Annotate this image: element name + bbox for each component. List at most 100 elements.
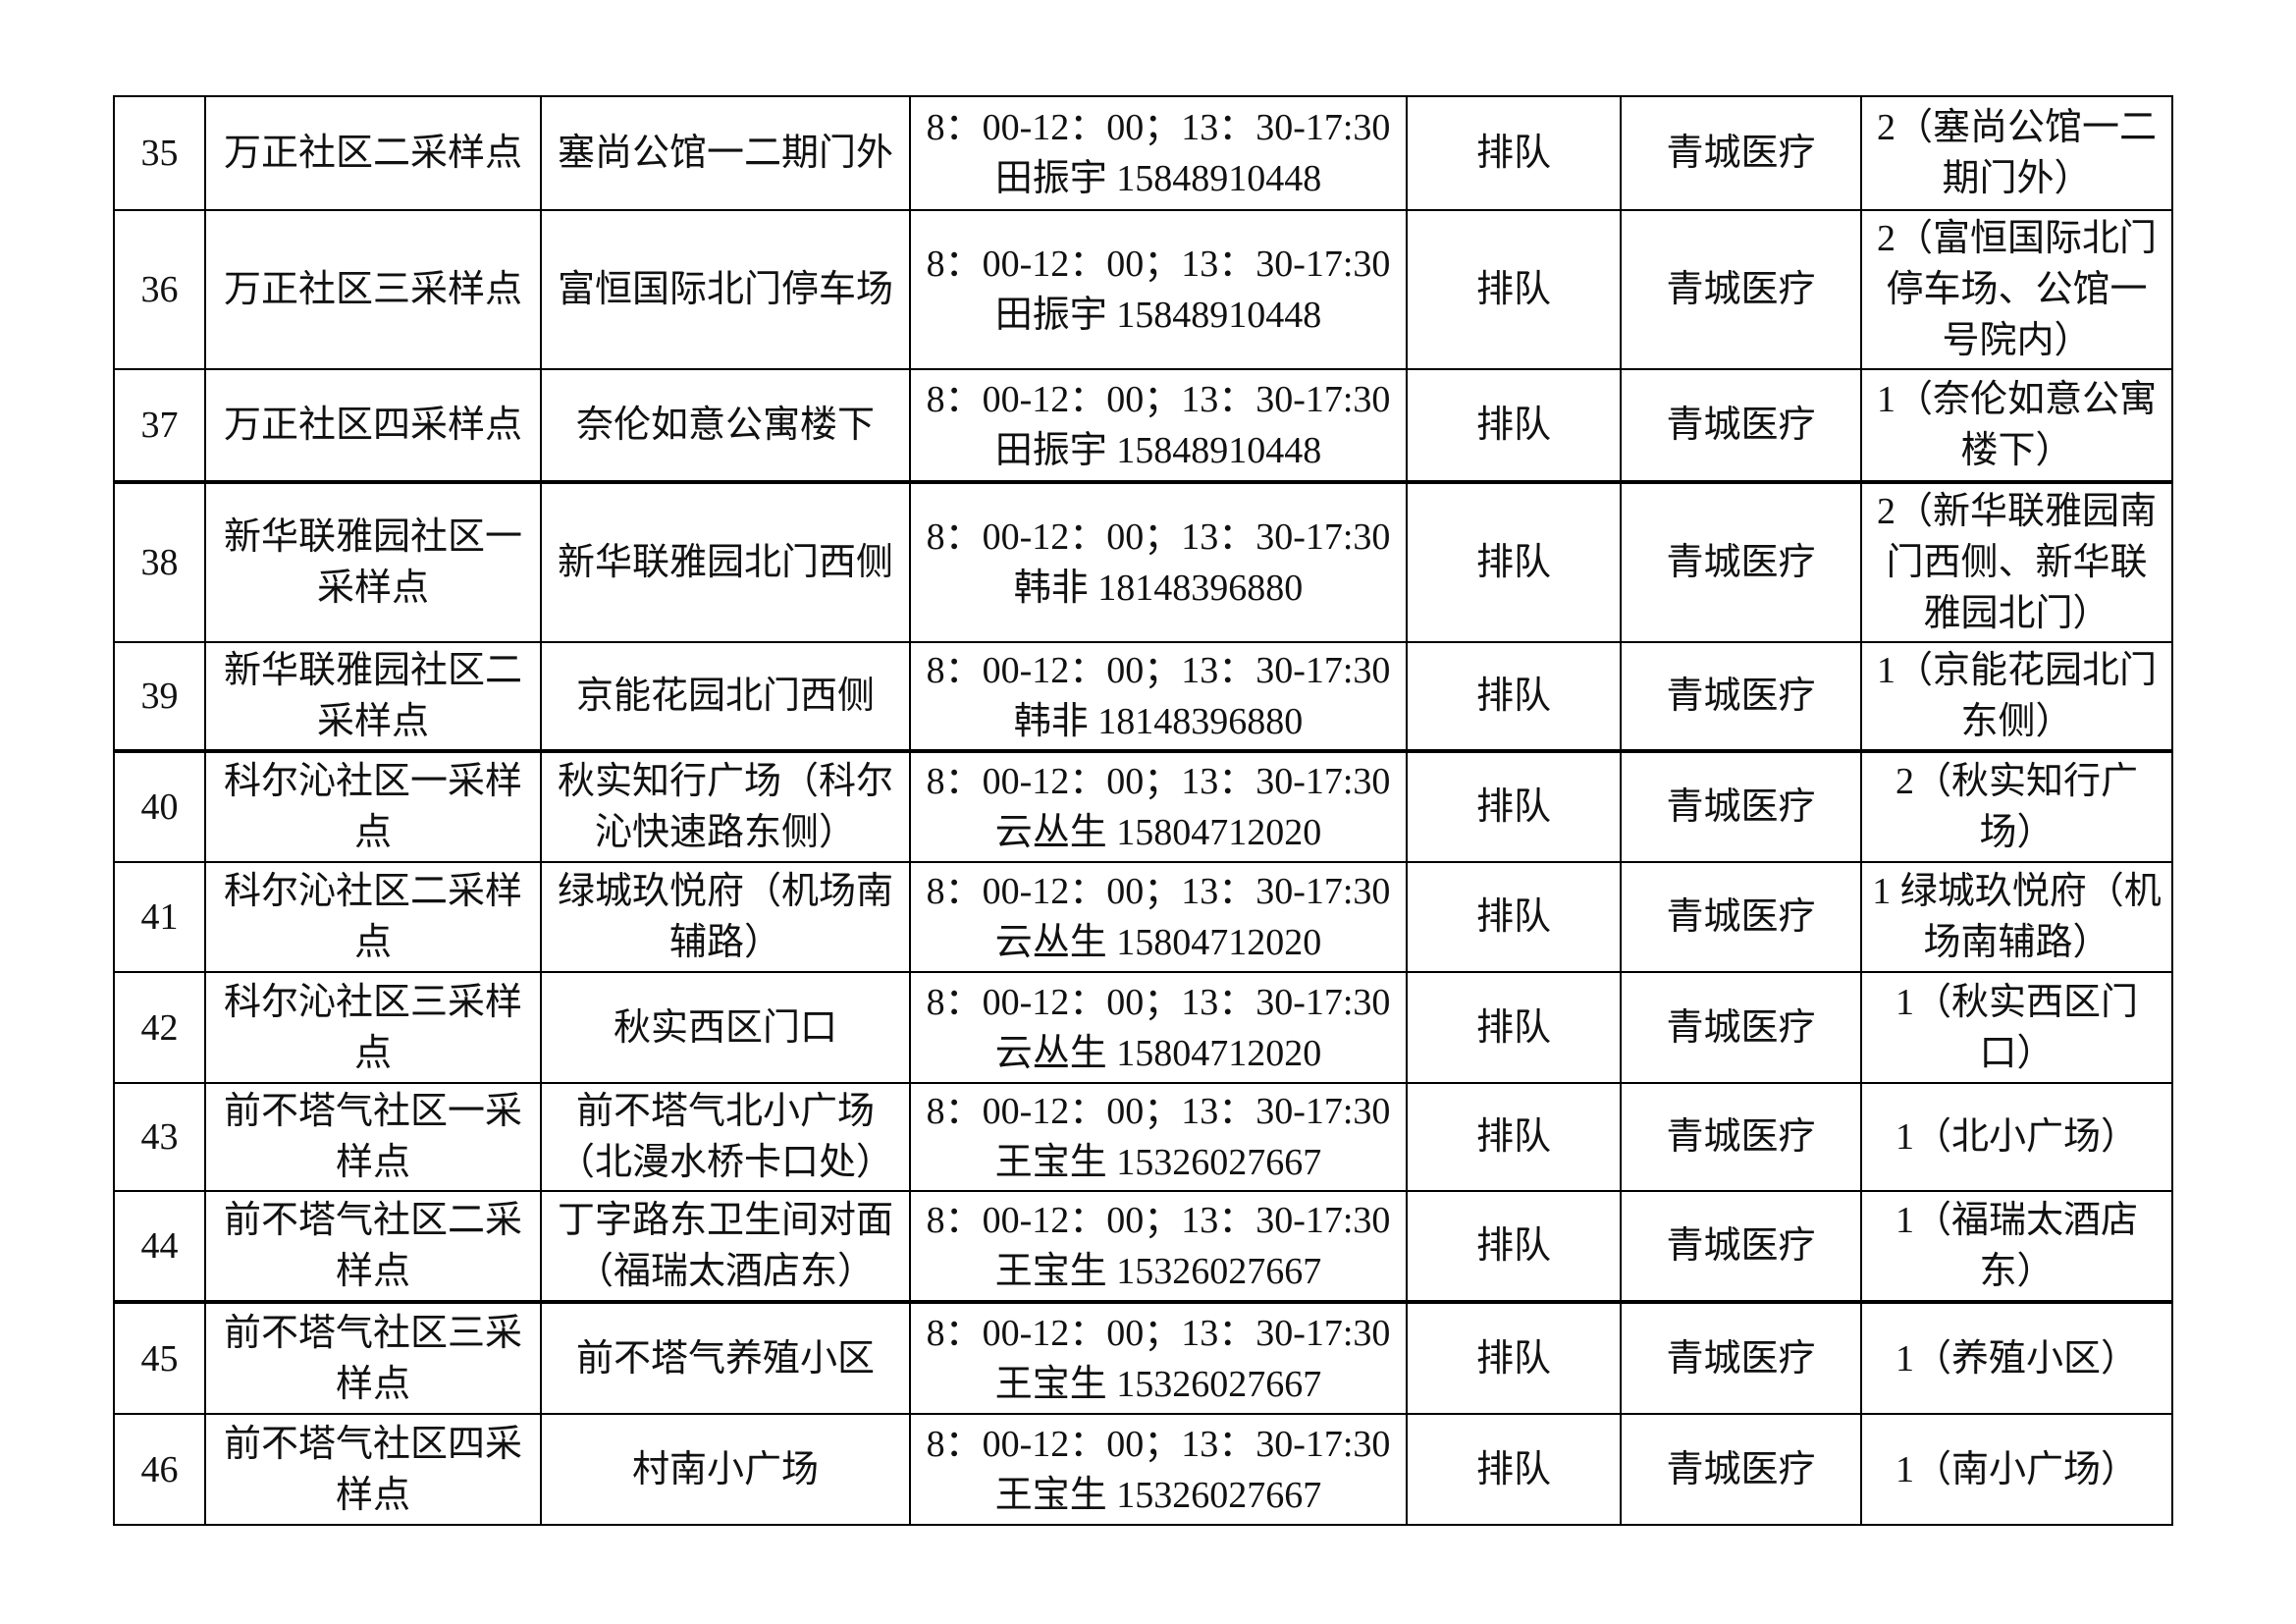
cell-medical-org: 青城医疗 <box>1620 368 1862 484</box>
table-row: 44 前不塔气社区二采样点 丁字路东卫生间对面（福瑞太酒店东） 8：00-12：… <box>113 1190 2173 1304</box>
cell-serial-number: 44 <box>113 1190 206 1304</box>
cell-time-and-contact: 8：00-12：00；13：30-17:30 韩非 18148396880 <box>909 641 1408 753</box>
cell-serial-number: 39 <box>113 641 206 753</box>
cell-sampling-site-name: 万正社区二采样点 <box>204 95 542 211</box>
contact-person-phone-text: 云丛生 15804712020 <box>994 922 1322 963</box>
cell-booth-count: 1 绿城玖悦府（机场南辅路） <box>1860 861 2173 973</box>
contact-person-phone-text: 田振宇 15848910448 <box>994 430 1322 471</box>
cell-sampling-site-name: 前不塔气社区四采样点 <box>204 1413 542 1526</box>
table-row: 42 科尔沁社区三采样点 秋实西区门口 8：00-12：00；13：30-17:… <box>113 971 2173 1084</box>
cell-medical-org: 青城医疗 <box>1620 971 1862 1084</box>
cell-queue-method: 排队 <box>1406 1082 1622 1192</box>
service-time-text: 8：00-12：00；13：30-17:30 <box>926 1312 1391 1354</box>
cell-sampling-site-name: 万正社区三采样点 <box>204 209 542 370</box>
cell-time-and-contact: 8：00-12：00；13：30-17:30 王宝生 15326027667 <box>909 1301 1408 1415</box>
cell-sampling-site-name: 科尔沁社区三采样点 <box>204 971 542 1084</box>
cell-queue-method: 排队 <box>1406 481 1622 643</box>
cell-time-and-contact: 8：00-12：00；13：30-17:30 云丛生 15804712020 <box>909 750 1408 863</box>
contact-person-phone-text: 云丛生 15804712020 <box>994 1032 1322 1074</box>
cell-queue-method: 排队 <box>1406 971 1622 1084</box>
service-time-text: 8：00-12：00；13：30-17:30 <box>926 1423 1391 1465</box>
cell-booth-count: 1（秋实西区门口） <box>1860 971 2173 1084</box>
table-row: 37 万正社区四采样点 奈伦如意公寓楼下 8：00-12：00；13：30-17… <box>113 368 2173 484</box>
cell-booth-count: 2（塞尚公馆一二期门外） <box>1860 95 2173 211</box>
cell-booth-count: 2（新华联雅园南门西侧、新华联雅园北门） <box>1860 481 2173 643</box>
cell-serial-number: 37 <box>113 368 206 484</box>
service-time-text: 8：00-12：00；13：30-17:30 <box>926 244 1391 285</box>
cell-booth-count: 1（京能花园北门东侧） <box>1860 641 2173 753</box>
cell-sampling-site-name: 前不塔气社区二采样点 <box>204 1190 542 1304</box>
cell-queue-method: 排队 <box>1406 750 1622 863</box>
cell-site-location: 奈伦如意公寓楼下 <box>540 368 911 484</box>
cell-serial-number: 36 <box>113 209 206 370</box>
cell-sampling-site-name: 科尔沁社区二采样点 <box>204 861 542 973</box>
cell-site-location: 富恒国际北门停车场 <box>540 209 911 370</box>
cell-site-location: 秋实知行广场（科尔沁快速路东侧） <box>540 750 911 863</box>
table-row: 36 万正社区三采样点 富恒国际北门停车场 8：00-12：00；13：30-1… <box>113 209 2173 370</box>
cell-queue-method: 排队 <box>1406 1190 1622 1304</box>
cell-medical-org: 青城医疗 <box>1620 1082 1862 1192</box>
cell-serial-number: 46 <box>113 1413 206 1526</box>
cell-serial-number: 40 <box>113 750 206 863</box>
contact-person-phone-text: 云丛生 15804712020 <box>994 812 1322 853</box>
cell-time-and-contact: 8：00-12：00；13：30-17:30 王宝生 15326027667 <box>909 1190 1408 1304</box>
cell-sampling-site-name: 新华联雅园社区二采样点 <box>204 641 542 753</box>
cell-site-location: 前不塔气北小广场（北漫水桥卡口处） <box>540 1082 911 1192</box>
cell-sampling-site-name: 万正社区四采样点 <box>204 368 542 484</box>
cell-medical-org: 青城医疗 <box>1620 1413 1862 1526</box>
cell-booth-count: 1（南小广场） <box>1860 1413 2173 1526</box>
cell-queue-method: 排队 <box>1406 641 1622 753</box>
cell-queue-method: 排队 <box>1406 1301 1622 1415</box>
cell-queue-method: 排队 <box>1406 861 1622 973</box>
cell-queue-method: 排队 <box>1406 1413 1622 1526</box>
cell-serial-number: 38 <box>113 481 206 643</box>
cell-sampling-site-name: 科尔沁社区一采样点 <box>204 750 542 863</box>
contact-person-phone-text: 王宝生 15326027667 <box>994 1142 1322 1183</box>
contact-person-phone-text: 王宝生 15326027667 <box>994 1474 1322 1516</box>
table-row: 38 新华联雅园社区一采样点 新华联雅园北门西侧 8：00-12：00；13：3… <box>113 481 2173 643</box>
cell-queue-method: 排队 <box>1406 95 1622 211</box>
cell-sampling-site-name: 前不塔气社区三采样点 <box>204 1301 542 1415</box>
cell-sampling-site-name: 前不塔气社区一采样点 <box>204 1082 542 1192</box>
cell-sampling-site-name: 新华联雅园社区一采样点 <box>204 481 542 643</box>
cell-site-location: 丁字路东卫生间对面（福瑞太酒店东） <box>540 1190 911 1304</box>
cell-medical-org: 青城医疗 <box>1620 641 1862 753</box>
service-time-text: 8：00-12：00；13：30-17:30 <box>926 516 1391 558</box>
table-row: 40 科尔沁社区一采样点 秋实知行广场（科尔沁快速路东侧） 8：00-12：00… <box>113 750 2173 863</box>
contact-person-phone-text: 王宝生 15326027667 <box>994 1251 1322 1292</box>
table-row: 46 前不塔气社区四采样点 村南小广场 8：00-12：00；13：30-17:… <box>113 1413 2173 1526</box>
cell-booth-count: 1（奈伦如意公寓楼下） <box>1860 368 2173 484</box>
cell-booth-count: 2（富恒国际北门停车场、公馆一号院内） <box>1860 209 2173 370</box>
cell-serial-number: 45 <box>113 1301 206 1415</box>
cell-site-location: 秋实西区门口 <box>540 971 911 1084</box>
cell-time-and-contact: 8：00-12：00；13：30-17:30 王宝生 15326027667 <box>909 1082 1408 1192</box>
service-time-text: 8：00-12：00；13：30-17:30 <box>926 981 1391 1023</box>
cell-booth-count: 1（北小广场） <box>1860 1082 2173 1192</box>
cell-queue-method: 排队 <box>1406 209 1622 370</box>
cell-time-and-contact: 8：00-12：00；13：30-17:30 田振宇 15848910448 <box>909 368 1408 484</box>
cell-medical-org: 青城医疗 <box>1620 1190 1862 1304</box>
service-time-text: 8：00-12：00；13：30-17:30 <box>926 1091 1391 1132</box>
cell-medical-org: 青城医疗 <box>1620 750 1862 863</box>
cell-serial-number: 35 <box>113 95 206 211</box>
cell-time-and-contact: 8：00-12：00；13：30-17:30 云丛生 15804712020 <box>909 971 1408 1084</box>
cell-medical-org: 青城医疗 <box>1620 861 1862 973</box>
cell-site-location: 前不塔气养殖小区 <box>540 1301 911 1415</box>
cell-serial-number: 41 <box>113 861 206 973</box>
cell-booth-count: 2（秋实知行广场） <box>1860 750 2173 863</box>
service-time-text: 8：00-12：00；13：30-17:30 <box>926 650 1391 691</box>
cell-site-location: 绿城玖悦府（机场南辅路） <box>540 861 911 973</box>
cell-site-location: 新华联雅园北门西侧 <box>540 481 911 643</box>
contact-person-phone-text: 田振宇 15848910448 <box>994 295 1322 336</box>
cell-time-and-contact: 8：00-12：00；13：30-17:30 云丛生 15804712020 <box>909 861 1408 973</box>
table-row: 45 前不塔气社区三采样点 前不塔气养殖小区 8：00-12：00；13：30-… <box>113 1301 2173 1415</box>
cell-site-location: 京能花园北门西侧 <box>540 641 911 753</box>
table-row: 41 科尔沁社区二采样点 绿城玖悦府（机场南辅路） 8：00-12：00；13：… <box>113 861 2173 973</box>
cell-site-location: 村南小广场 <box>540 1413 911 1526</box>
cell-time-and-contact: 8：00-12：00；13：30-17:30 韩非 18148396880 <box>909 481 1408 643</box>
service-time-text: 8：00-12：00；13：30-17:30 <box>926 761 1391 802</box>
table-body: 35 万正社区二采样点 塞尚公馆一二期门外 8：00-12：00；13：30-1… <box>113 95 2173 1526</box>
cell-booth-count: 1（养殖小区） <box>1860 1301 2173 1415</box>
cell-medical-org: 青城医疗 <box>1620 481 1862 643</box>
